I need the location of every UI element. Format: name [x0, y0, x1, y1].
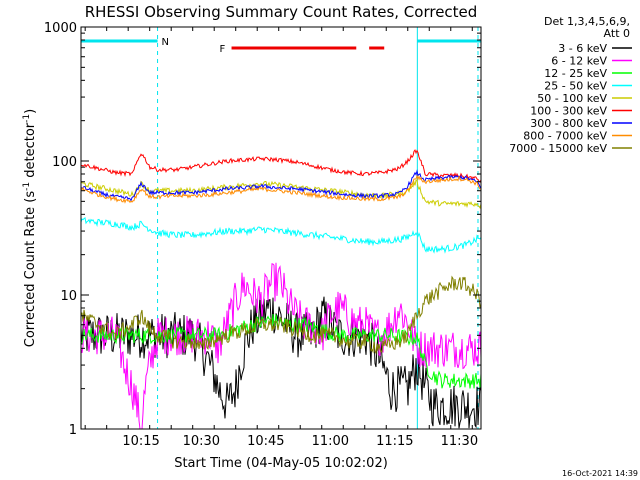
series-line-100-300-kev	[81, 149, 481, 183]
plot-frame	[80, 26, 482, 430]
x-tick-label: 10:45	[247, 434, 284, 449]
y-axis-label: Corrected Count Rate (s-1 detector-1)	[22, 109, 38, 347]
x-tick-label: 11:00	[312, 434, 349, 449]
series-line-7000-15000-kev	[81, 275, 481, 355]
y-axis: 1 10 100 1000	[44, 21, 481, 438]
y-axis-label-part3: )	[23, 109, 38, 114]
y-tick-label: 100	[52, 155, 77, 170]
y-tick-label: 1000	[44, 21, 77, 36]
chart-title: RHESSI Observing Summary Count Rates, Co…	[85, 3, 478, 21]
series-line-12-25-kev	[81, 313, 481, 389]
series-line-300-800-kev	[81, 169, 481, 203]
footer-date: 16-Oct-2021 14:39	[562, 469, 638, 478]
y-axis-label-sup2: -1	[22, 114, 32, 123]
x-axis: 10:15 10:30 10:45 11:00 11:15 11:30	[84, 27, 478, 449]
x-tick-label: 11:15	[376, 434, 413, 449]
legend-entry-label: 6 - 12 keV	[551, 55, 607, 68]
legend-entry-label: 7000 - 15000 keV	[509, 142, 607, 155]
y-tick-label: 10	[60, 289, 77, 304]
y-tick-label: 1	[69, 423, 77, 438]
series-line-25-50-kev	[81, 217, 481, 254]
flag-label-F: F	[220, 44, 226, 55]
legend-header-line2: Att 0	[604, 27, 630, 40]
legend-entry-label: 3 - 6 keV	[558, 42, 607, 55]
y-axis-label-part2: detector	[23, 122, 38, 182]
legend-entry-label: 50 - 100 keV	[537, 92, 607, 105]
x-tick-label: 10:15	[122, 434, 159, 449]
y-axis-label-part1: Corrected Count Rate (s	[23, 191, 38, 348]
x-tick-label: 11:30	[441, 434, 478, 449]
x-tick-label: 10:30	[183, 434, 220, 449]
series-line-6-12-kev	[81, 262, 481, 429]
y-axis-label-sup1: -1	[22, 182, 32, 191]
legend-header-line1: Det 1,3,4,5,6,9,	[544, 15, 630, 28]
flag-label-N: N	[162, 37, 169, 48]
series-line-3-6-kev	[81, 295, 481, 429]
legend-entry-label: 300 - 800 keV	[530, 117, 607, 130]
x-axis-label: Start Time (04-May-05 10:02:02)	[174, 456, 388, 471]
legend-entry-label: 800 - 7000 keV	[523, 130, 607, 143]
series-line-800-7000-kev	[81, 174, 481, 204]
legend-entry-label: 12 - 25 keV	[544, 67, 607, 80]
legend-entry-label: 25 - 50 keV	[544, 80, 607, 93]
legend-entry-label: 100 - 300 keV	[530, 105, 607, 118]
